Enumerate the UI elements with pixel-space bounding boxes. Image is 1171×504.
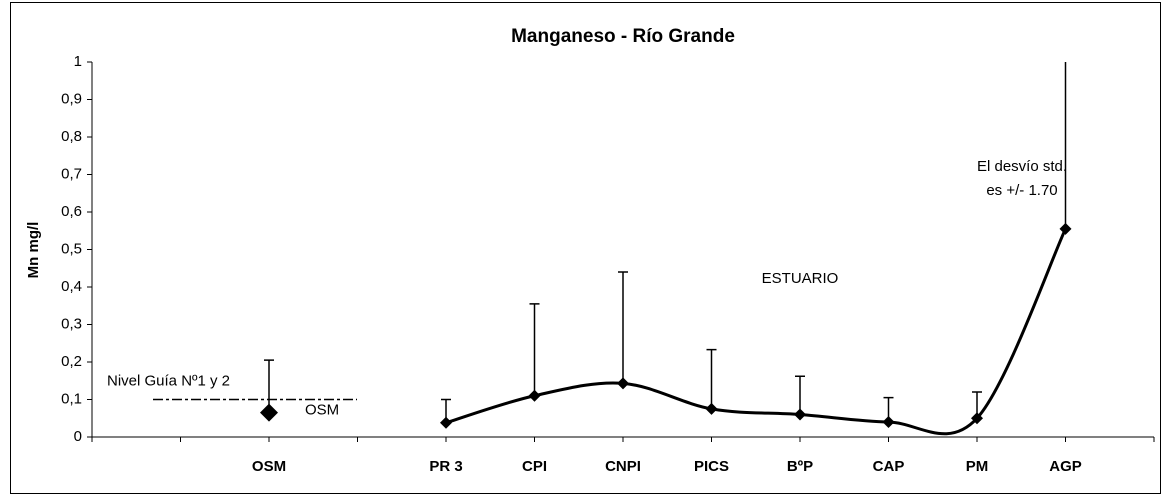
annotation: El desvío std.: [977, 158, 1067, 175]
y-axis-label: Mn mg/l: [25, 222, 42, 279]
error-bar: [529, 303, 540, 396]
data-point: [882, 416, 895, 428]
x-tick-label: CNPI: [605, 458, 641, 475]
error-bar: [706, 348, 717, 409]
series-line: [445, 228, 1067, 436]
x-tick-label: PM: [966, 458, 989, 475]
guide-line-label: Nivel Guía Nº1 y 2: [107, 372, 230, 389]
y-tick-label: 0,6: [61, 203, 82, 220]
y-tick-label: 0,9: [61, 90, 82, 107]
x-tick-label: PICS: [694, 458, 729, 475]
y-tick-label: 0,4: [61, 278, 82, 295]
y-tick-label: 0,5: [61, 240, 82, 257]
data-point: [260, 403, 278, 422]
data-point: [440, 416, 452, 429]
x-tick-label: AGP: [1049, 458, 1082, 475]
data-point: [794, 408, 806, 421]
x-tick-label: CPI: [522, 458, 547, 475]
error-bar: [795, 375, 805, 415]
x-tick-label: CAP: [873, 458, 905, 475]
chart-border: [10, 2, 1161, 494]
data-point: [705, 402, 718, 415]
x-tick-label: OSM: [252, 458, 286, 475]
y-tick-label: 0: [74, 428, 82, 445]
data-point: [528, 389, 541, 402]
error-bar: [1064, 62, 1067, 229]
error-bar: [618, 271, 628, 384]
y-tick-label: 0,1: [61, 390, 82, 407]
data-point: [971, 412, 983, 425]
annotation: es +/- 1.70: [986, 182, 1057, 199]
chart-title: Manganeso - Río Grande: [511, 26, 735, 47]
y-tick-label: 0,7: [61, 165, 82, 182]
x-tick-label: PR 3: [429, 458, 462, 475]
plot-area: [264, 62, 1067, 436]
x-tick-label: BºP: [787, 458, 813, 475]
data-point: [617, 377, 629, 390]
y-tick-label: 0,8: [61, 128, 82, 145]
y-tick-label: 0,2: [61, 353, 82, 370]
annotation: ESTUARIO: [762, 270, 839, 287]
y-tick-label: 0,3: [61, 315, 82, 332]
y-tick-label: 1: [74, 53, 82, 70]
data-point: [1059, 222, 1072, 235]
series-label: OSM: [305, 402, 339, 419]
